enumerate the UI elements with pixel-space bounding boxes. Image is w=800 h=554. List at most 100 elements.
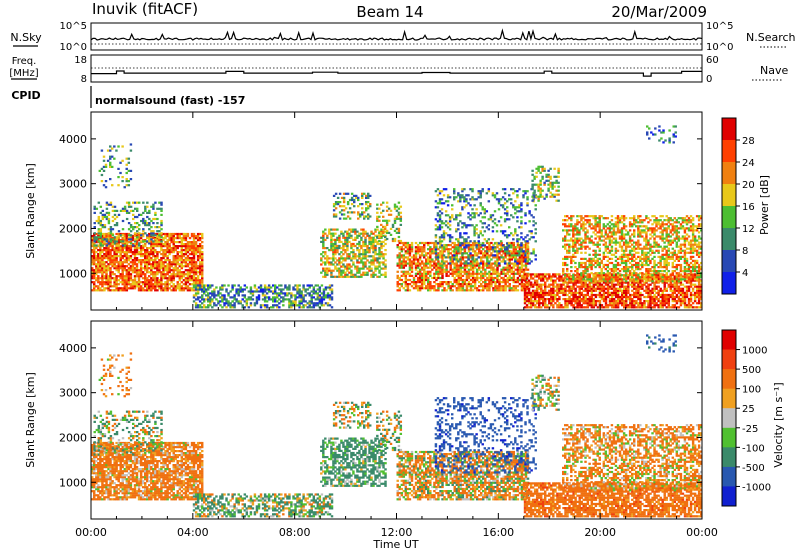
power-cell — [164, 273, 167, 276]
power-cell — [190, 283, 194, 286]
power-cell — [259, 290, 263, 293]
power-cell — [467, 272, 471, 275]
power-cell — [526, 240, 529, 243]
power-cell — [180, 267, 184, 270]
power-cell — [101, 217, 105, 221]
power-cell — [182, 259, 186, 262]
power-cell — [443, 287, 446, 290]
power-cell — [137, 281, 141, 284]
power-cell — [274, 296, 277, 299]
power-cell — [631, 302, 634, 305]
power-cell — [453, 276, 456, 280]
power-cell — [113, 263, 116, 266]
power-cell — [639, 295, 642, 299]
power-cell — [160, 235, 163, 238]
power-cell — [100, 180, 104, 183]
power-cell — [487, 190, 491, 193]
power-cell — [582, 283, 585, 286]
power-cell — [346, 234, 349, 237]
power-cell — [334, 232, 337, 235]
power-cell — [461, 256, 465, 259]
power-cell — [465, 276, 469, 280]
power-cell — [469, 264, 473, 267]
power-cell — [255, 300, 259, 303]
power-cell — [324, 288, 328, 291]
power-cell — [154, 245, 157, 248]
power-cell — [469, 214, 472, 217]
power-cell — [374, 253, 377, 256]
power-cell — [488, 248, 491, 251]
power-cell — [338, 205, 342, 208]
power-cell — [156, 235, 159, 238]
power-cell — [223, 284, 226, 287]
power-cell — [121, 180, 124, 183]
power-cell — [358, 232, 361, 235]
power-cell — [623, 293, 626, 297]
power-cell — [527, 273, 531, 276]
power-cell — [93, 269, 96, 272]
power-cell — [190, 271, 194, 274]
power-cell — [527, 279, 531, 282]
power-cell — [194, 294, 198, 297]
power-cell — [107, 245, 110, 248]
power-cell — [133, 255, 137, 258]
power-cell — [384, 259, 387, 262]
power-cell — [196, 237, 200, 240]
power-cell — [201, 261, 204, 264]
power-cell — [322, 240, 325, 243]
power-cell — [160, 209, 163, 212]
power-cell — [448, 234, 452, 237]
power-cell — [431, 252, 434, 255]
power-cell — [334, 242, 337, 246]
power-cell — [201, 279, 204, 282]
power-cell — [366, 232, 369, 235]
power-cell — [500, 246, 503, 249]
power-cell — [408, 248, 412, 251]
power-cell — [322, 304, 326, 307]
power-cell — [506, 252, 509, 255]
power-cell — [440, 222, 444, 225]
power-cell — [316, 298, 320, 301]
power-cell — [282, 298, 285, 301]
power-cell — [604, 304, 608, 307]
power-cell — [446, 200, 450, 203]
power-cell — [150, 245, 153, 248]
power-cell — [166, 287, 169, 290]
power-cell — [144, 222, 147, 225]
power-cell — [330, 298, 334, 301]
power-cell — [176, 281, 179, 284]
power-cell — [162, 239, 165, 242]
power-cell — [129, 277, 133, 280]
power-cell — [123, 289, 127, 292]
power-cell — [531, 302, 535, 305]
power-cell — [119, 281, 122, 284]
power-cell — [488, 256, 491, 259]
power-cell — [152, 259, 155, 262]
power-cell — [156, 281, 159, 284]
power-cell — [598, 287, 602, 290]
power-cell — [465, 194, 468, 197]
power-cell — [467, 268, 471, 271]
power-cell — [164, 283, 167, 286]
power-cell — [160, 257, 163, 260]
power-cell — [357, 211, 360, 214]
power-cell — [148, 232, 151, 236]
power-cell — [453, 190, 456, 193]
power-cell — [192, 267, 196, 270]
power-cell — [154, 265, 157, 268]
power-cell — [106, 159, 110, 162]
power-cell — [113, 285, 116, 288]
power-cell — [510, 241, 514, 245]
power-cell — [540, 277, 543, 280]
power-cell — [473, 216, 476, 219]
power-cell — [272, 292, 275, 295]
power-cell — [241, 294, 244, 297]
power-cell — [231, 304, 234, 307]
power-cell — [463, 268, 467, 271]
power-cell — [129, 224, 133, 227]
power-cell — [215, 298, 218, 301]
power-cell — [425, 278, 428, 282]
power-cell — [127, 257, 131, 260]
power-cell — [129, 230, 133, 233]
power-cell — [115, 240, 119, 243]
